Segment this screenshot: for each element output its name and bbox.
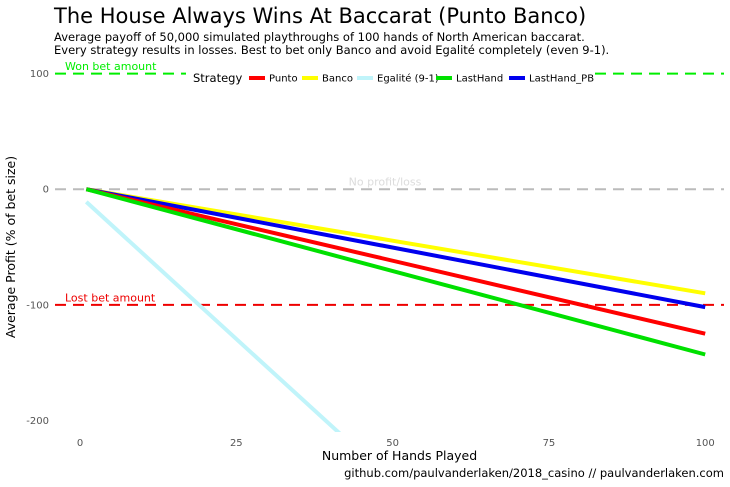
series-lines bbox=[84, 187, 706, 432]
series-line bbox=[85, 187, 706, 296]
y-tick-label: 100 bbox=[30, 69, 49, 80]
subtitle-line-2: Every strategy results in losses. Best t… bbox=[54, 43, 610, 57]
y-tick-label: 0 bbox=[43, 185, 49, 196]
y-tick-label: -200 bbox=[26, 416, 49, 427]
x-tick-label: 50 bbox=[386, 438, 399, 449]
legend-title: Strategy bbox=[193, 71, 242, 85]
series-line bbox=[85, 187, 706, 336]
axis-ticks: 0 25 50 75 100 -200 -100 0 100 bbox=[26, 69, 714, 449]
legend-item-label: Punto bbox=[269, 74, 298, 85]
series-line bbox=[84, 200, 342, 432]
legend-item-label: Egalité (9-1) bbox=[377, 73, 439, 85]
y-axis-label: Average Profit (% of bet size) bbox=[3, 156, 18, 338]
series-line bbox=[85, 187, 706, 357]
reference-line-label: Won bet amount bbox=[65, 60, 157, 73]
reference-line-label: No profit/loss bbox=[349, 176, 422, 189]
x-axis-label: Number of Hands Played bbox=[322, 448, 477, 463]
x-tick-label: 25 bbox=[230, 438, 243, 449]
x-tick-label: 75 bbox=[543, 438, 556, 449]
series-line bbox=[85, 187, 706, 310]
reference-lines: Won bet amount No profit/loss Lost bet amo… bbox=[55, 60, 724, 306]
legend: Strategy Punto Banco Egalité (9-1) LastHand L… bbox=[186, 66, 594, 90]
chart-title: The House Always Wins At Baccarat (Punto… bbox=[54, 4, 587, 28]
x-tick-label: 100 bbox=[696, 438, 715, 449]
y-tick-label: -100 bbox=[26, 300, 49, 311]
legend-item-label: Banco bbox=[322, 74, 353, 85]
reference-line-label: Lost bet amount bbox=[65, 291, 156, 304]
legend-item-label: LastHand bbox=[456, 74, 503, 85]
subtitle-line-1: Average payoff of 50,000 simulated playt… bbox=[54, 30, 585, 44]
x-tick-label: 0 bbox=[77, 438, 83, 449]
legend-item-label: LastHand_PB bbox=[529, 74, 594, 85]
chart-subtitle: Average payoff of 50,000 simulated playt… bbox=[54, 31, 609, 57]
caption: github.com/paulvanderlaken/2018_casino /… bbox=[344, 466, 724, 480]
